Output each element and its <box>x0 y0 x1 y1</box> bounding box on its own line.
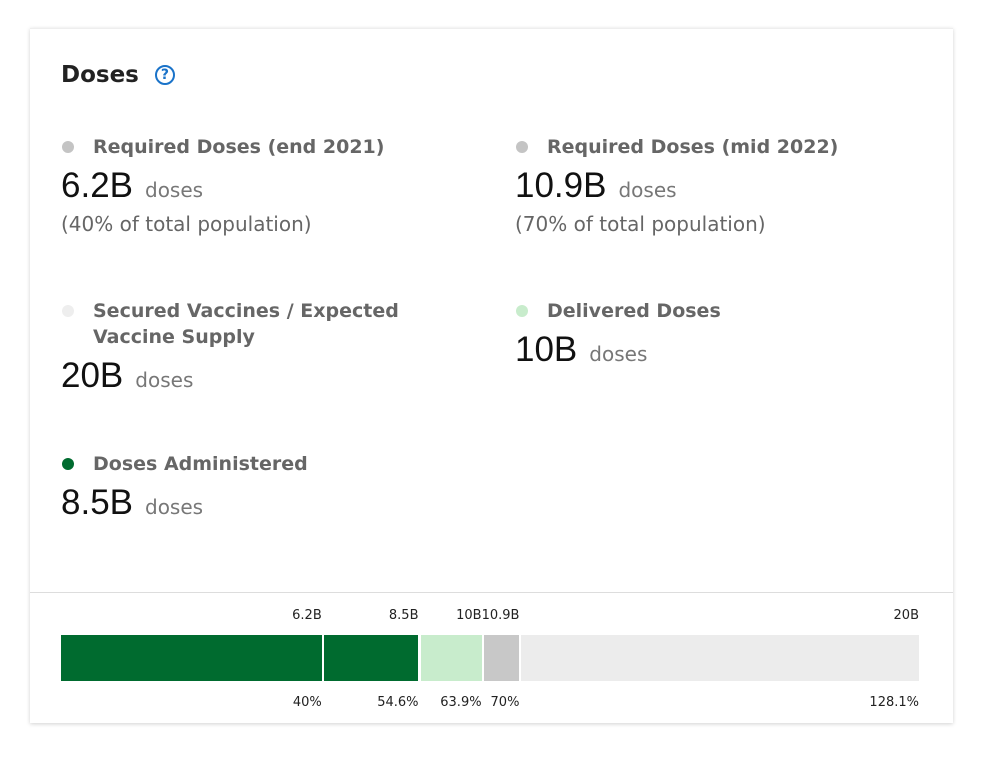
stat-value: 20B <box>61 356 124 395</box>
stat-doses-administered: Doses Administered 8.5B doses <box>61 451 421 523</box>
card-title: Doses ? <box>61 62 175 88</box>
legend-dot-icon <box>516 305 528 317</box>
legend-dot-icon <box>62 458 74 470</box>
bar-value-label: 6.2B <box>292 608 322 623</box>
stat-label: Delivered Doses <box>547 300 721 322</box>
stat-value: 6.2B <box>61 166 133 205</box>
stat-value: 10B <box>515 330 578 369</box>
legend-dot-icon <box>62 141 74 153</box>
bar-value-label: 8.5B <box>388 608 419 623</box>
bar-value-label: 20B <box>893 608 919 623</box>
stat-unit: doses <box>145 178 204 202</box>
bar-segment <box>323 635 419 681</box>
doses-card: Doses ? Required Doses (end 2021) 6.2B do… <box>30 28 953 723</box>
legend-dot-icon <box>62 305 74 317</box>
stat-label: Secured Vaccines / Expected Vaccine Supp… <box>93 300 399 348</box>
stat-secured-vaccines: Secured Vaccines / Expected Vaccine Supp… <box>61 298 401 396</box>
title-text: Doses <box>61 62 139 88</box>
stat-required-mid-2022: Required Doses (mid 2022) 10.9B doses (70… <box>515 134 875 236</box>
bar-percent-label: 54.6% <box>377 695 419 710</box>
stat-label: Doses Administered <box>93 453 308 475</box>
stat-value: 8.5B <box>61 483 133 522</box>
question-circle-icon[interactable]: ? <box>154 65 175 85</box>
bar-percent-label: 70% <box>490 695 520 710</box>
bar-value-label: 10.9B <box>481 608 520 623</box>
stat-delivered-doses: Delivered Doses 10B doses <box>515 298 875 370</box>
bar-segment <box>483 635 520 681</box>
bar-percent-label: 128.1% <box>869 695 919 710</box>
stat-label: Required Doses (end 2021) <box>93 136 385 158</box>
bar-percent-label: 40% <box>292 695 322 710</box>
stat-sub: (70% of total population) <box>515 212 766 236</box>
stat-unit: doses <box>145 495 204 519</box>
bar-segment <box>61 635 322 681</box>
stat-label: Required Doses (mid 2022) <box>547 136 839 158</box>
bar-segment <box>420 635 482 681</box>
stat-unit: doses <box>618 178 677 202</box>
bar-value-label: 10B <box>456 608 482 623</box>
stat-unit: doses <box>135 368 194 392</box>
bar-segment <box>521 635 919 681</box>
stat-required-end-2021: Required Doses (end 2021) 6.2B doses (40%… <box>61 134 421 236</box>
stat-unit: doses <box>589 342 648 366</box>
legend-dot-icon <box>516 141 528 153</box>
stat-value: 10.9B <box>515 166 607 205</box>
progress-bar: 6.2B 40% 8.5B 54.6% 10B 63.9% 10.9B 70% 20B 128.1… <box>61 608 919 710</box>
bar-percent-label: 63.9% <box>440 695 482 710</box>
divider <box>30 592 953 593</box>
stat-sub: (40% of total population) <box>61 212 312 236</box>
